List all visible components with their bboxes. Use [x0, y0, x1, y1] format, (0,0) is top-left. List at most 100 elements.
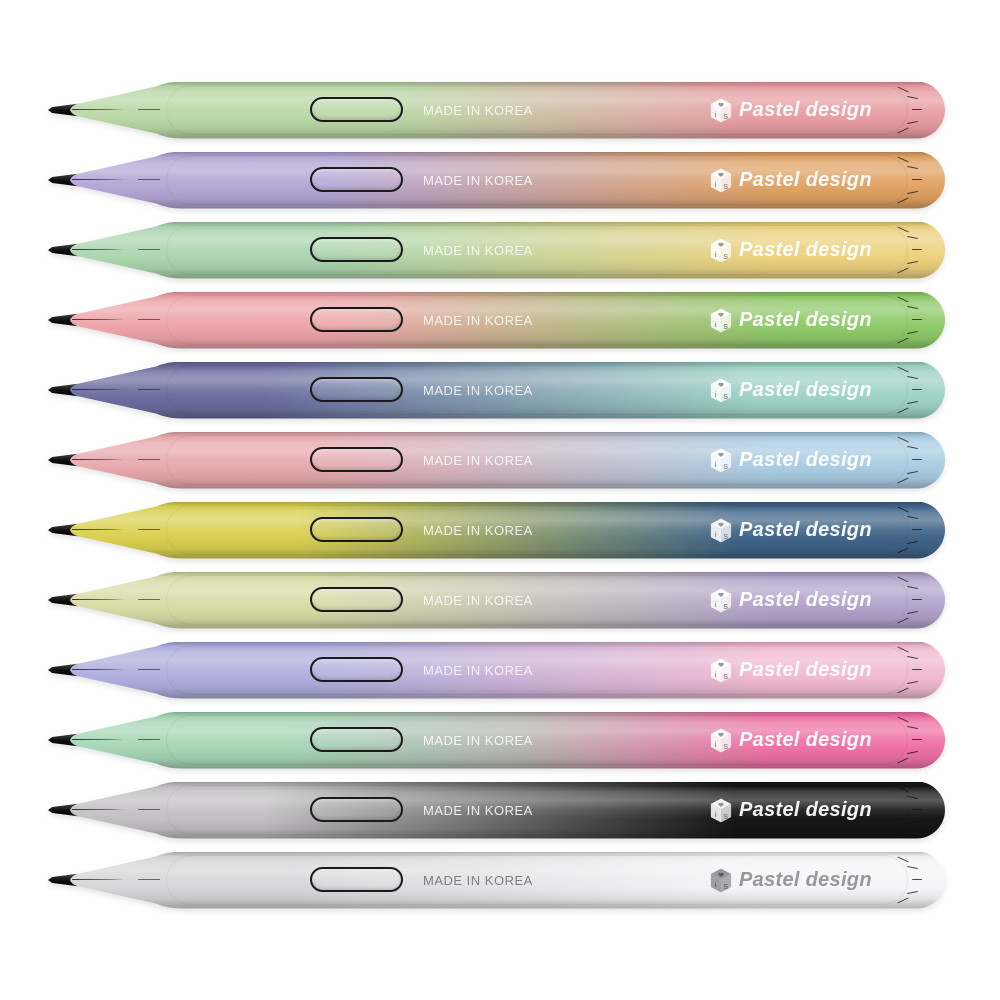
tip-seam-line: [72, 529, 124, 531]
pen-body: [70, 82, 945, 139]
made-in-korea-label: MADE IN KOREA: [423, 872, 533, 888]
cube-letter-s: S: [723, 811, 728, 820]
cube-letter-i: i: [715, 879, 717, 888]
heart-cube-icon: i S: [710, 448, 732, 472]
cube-letter-s: S: [723, 671, 728, 680]
made-in-korea-label: MADE IN KOREA: [423, 102, 533, 118]
tip-seam-dash: [138, 319, 160, 321]
cube-letter-s: S: [723, 881, 728, 890]
tip-seam-line: [72, 669, 124, 671]
pen-gray-black: MADE IN KOREA i S Pastel design: [48, 782, 945, 839]
made-in-korea-label: MADE IN KOREA: [423, 312, 533, 328]
made-in-korea-label: MADE IN KOREA: [423, 802, 533, 818]
pen-tip: [48, 103, 78, 117]
tip-seam-dash: [138, 389, 160, 391]
tip-seam-dash: [138, 179, 160, 181]
pen-yellow-navy: MADE IN KOREA i S Pastel design: [48, 502, 945, 559]
pen-body: [70, 642, 945, 699]
tip-seam-line: [72, 389, 124, 391]
cube-letter-i: i: [715, 319, 717, 328]
tip-seam-dash: [138, 529, 160, 531]
pen-tip: [48, 383, 78, 397]
pen-side-button: [310, 797, 403, 822]
cube-letter-i: i: [715, 669, 717, 678]
pen-body: [70, 502, 945, 559]
tip-seam-line: [72, 319, 124, 321]
pen-silver-white: MADE IN KOREA i S Pastel design: [48, 852, 945, 909]
brand-name-label: Pastel design: [739, 868, 872, 891]
pen-side-button: [310, 447, 403, 472]
made-in-korea-label: MADE IN KOREA: [423, 522, 533, 538]
brand-name-label: Pastel design: [739, 798, 872, 821]
pen-tip: [48, 453, 78, 467]
brand-logo: i S Pastel design: [710, 222, 872, 279]
brand-logo: i S Pastel design: [710, 432, 872, 489]
tip-seam-dash: [138, 739, 160, 741]
pen-tip: [48, 803, 78, 817]
pen-side-button: [310, 377, 403, 402]
pen-tip: [48, 313, 78, 327]
tip-seam-line: [72, 459, 124, 461]
pen-indigo-mint: MADE IN KOREA i S Pastel design: [48, 362, 945, 419]
pen-lavender-orange: MADE IN KOREA i S Pastel design: [48, 152, 945, 209]
brand-logo: i S Pastel design: [710, 152, 872, 209]
pen-body: [70, 782, 945, 839]
pen-body: [70, 152, 945, 209]
pen-body: [70, 292, 945, 349]
pen-side-button: [310, 727, 403, 752]
pen-body: [70, 362, 945, 419]
brand-logo: i S Pastel design: [710, 292, 872, 349]
cube-letter-i: i: [715, 109, 717, 118]
cube-letter-s: S: [723, 251, 728, 260]
pen-side-button: [310, 237, 403, 262]
heart-cube-icon: i S: [710, 98, 732, 122]
cube-letter-s: S: [723, 601, 728, 610]
cube-letter-s: S: [723, 111, 728, 120]
tip-seam-dash: [138, 109, 160, 111]
cube-letter-s: S: [723, 461, 728, 470]
made-in-korea-label: MADE IN KOREA: [423, 732, 533, 748]
pen-rose-blue: MADE IN KOREA i S Pastel design: [48, 432, 945, 489]
pen-side-button: [310, 97, 403, 122]
brand-name-label: Pastel design: [739, 448, 872, 471]
heart-cube-icon: i S: [710, 728, 732, 752]
tip-seam-dash: [138, 669, 160, 671]
tip-seam-line: [72, 879, 124, 881]
tip-seam-dash: [138, 599, 160, 601]
tip-seam-line: [72, 249, 124, 251]
heart-cube-icon: i S: [710, 168, 732, 192]
tip-seam-dash: [138, 459, 160, 461]
made-in-korea-label: MADE IN KOREA: [423, 662, 533, 678]
pen-body: [70, 712, 945, 769]
heart-cube-icon: i S: [710, 658, 732, 682]
pen-mint-gray-pink: MADE IN KOREA i S Pastel design: [48, 712, 945, 769]
pen-rose-green: MADE IN KOREA i S Pastel design: [48, 292, 945, 349]
cube-letter-i: i: [715, 249, 717, 258]
made-in-korea-label: MADE IN KOREA: [423, 242, 533, 258]
brand-logo: i S Pastel design: [710, 852, 872, 909]
tip-seam-line: [72, 739, 124, 741]
made-in-korea-label: MADE IN KOREA: [423, 382, 533, 398]
made-in-korea-label: MADE IN KOREA: [423, 592, 533, 608]
brand-name-label: Pastel design: [739, 588, 872, 611]
brand-name-label: Pastel design: [739, 308, 872, 331]
pen-side-button: [310, 517, 403, 542]
pen-tip: [48, 593, 78, 607]
cube-letter-s: S: [723, 391, 728, 400]
brand-logo: i S Pastel design: [710, 782, 872, 839]
brand-logo: i S Pastel design: [710, 642, 872, 699]
made-in-korea-label: MADE IN KOREA: [423, 172, 533, 188]
pen-tip: [48, 663, 78, 677]
heart-cube-icon: i S: [710, 868, 732, 892]
heart-cube-icon: i S: [710, 588, 732, 612]
pen-body: [70, 432, 945, 489]
pen-side-button: [310, 867, 403, 892]
brand-name-label: Pastel design: [739, 238, 872, 261]
cube-letter-i: i: [715, 459, 717, 468]
cube-letter-s: S: [723, 741, 728, 750]
cube-letter-i: i: [715, 599, 717, 608]
pen-tip: [48, 523, 78, 537]
pen-periwinkle-pink: MADE IN KOREA i S Pastel design: [48, 642, 945, 699]
cube-letter-i: i: [715, 179, 717, 188]
